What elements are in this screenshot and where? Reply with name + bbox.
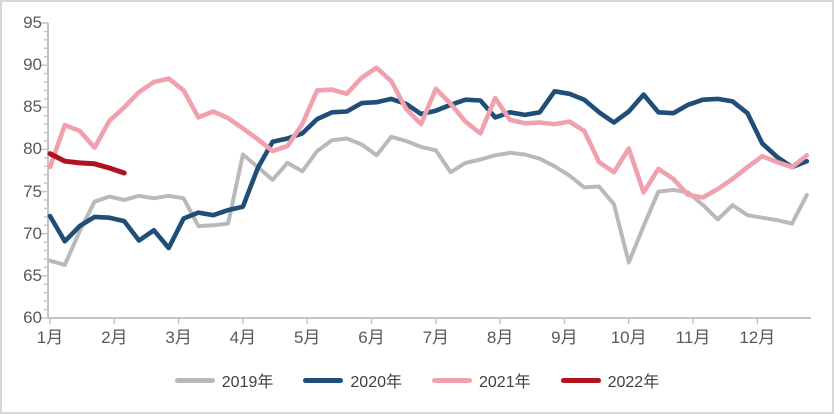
y-tick-label: 85 bbox=[23, 97, 42, 117]
y-tick-label: 65 bbox=[23, 265, 42, 285]
series-line-2020 bbox=[47, 89, 810, 251]
legend-label-2021: 2021年 bbox=[479, 374, 531, 391]
x-tick-label-month-10: 10月 bbox=[610, 328, 647, 347]
legend-label-2022: 2022年 bbox=[607, 374, 660, 391]
legend-item-2019: 2019年 bbox=[174, 368, 274, 392]
y-tick-label: 90 bbox=[23, 55, 42, 75]
legend-label-2019: 2019年 bbox=[221, 374, 274, 391]
series-line-2022 bbox=[47, 151, 127, 176]
y-tick-label: 60 bbox=[23, 308, 42, 327]
x-tick-label-month-11: 11月 bbox=[675, 328, 711, 347]
legend-label-2020: 2020年 bbox=[350, 374, 402, 391]
legend-swatch-2019 bbox=[174, 377, 215, 383]
legend-swatch-2021 bbox=[432, 377, 472, 383]
x-tick-label-month-4: 4月 bbox=[229, 328, 257, 347]
legend-item-2021: 2021年 bbox=[432, 368, 531, 392]
x-tick-label-month-5: 5月 bbox=[293, 328, 321, 347]
y-tick-label: 95 bbox=[23, 13, 42, 32]
y-tick-label: 70 bbox=[23, 223, 42, 243]
y-tick-label: 75 bbox=[23, 181, 42, 201]
legend-swatch-2020 bbox=[303, 377, 344, 383]
x-tick-label-month-3: 3月 bbox=[165, 328, 192, 347]
x-tick-label-month-6: 6月 bbox=[358, 328, 385, 347]
x-tick-label-month-1: 1月 bbox=[36, 328, 64, 347]
x-tick-label-month-7: 7月 bbox=[422, 328, 450, 347]
series-line-2021 bbox=[47, 65, 810, 200]
series-line-2019 bbox=[48, 134, 809, 267]
legend: 2019年 2020年 2021年 2022年 bbox=[2, 368, 832, 392]
legend-item-2022: 2022年 bbox=[560, 368, 660, 392]
x-tick-label-month-12: 12月 bbox=[739, 328, 776, 347]
y-tick-label: 80 bbox=[23, 139, 42, 159]
legend-item-2020: 2020年 bbox=[303, 368, 402, 392]
x-tick-label-month-8: 8月 bbox=[486, 328, 514, 347]
x-tick-label-month-2: 2月 bbox=[101, 328, 128, 347]
legend-swatch-2022 bbox=[560, 377, 601, 383]
x-tick-label-month-9: 9月 bbox=[551, 328, 578, 347]
